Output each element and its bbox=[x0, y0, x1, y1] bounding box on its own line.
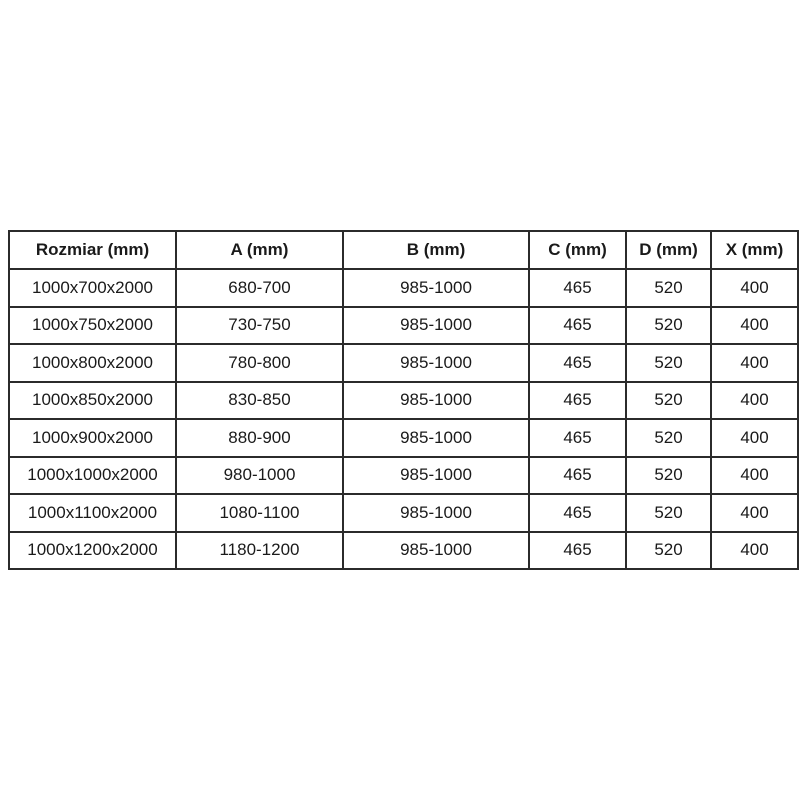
table-cell: 465 bbox=[528, 530, 627, 570]
table-cell: 465 bbox=[528, 493, 627, 533]
table-cell: 985-1000 bbox=[342, 530, 530, 570]
table-cell: 520 bbox=[625, 530, 712, 570]
table-header-row: Rozmiar (mm) A (mm) B (mm) C (mm) D (mm) X (m… bbox=[8, 230, 799, 270]
column-header: A (mm) bbox=[175, 230, 344, 270]
table-cell: 400 bbox=[710, 493, 799, 533]
table-cell: 730-750 bbox=[175, 305, 344, 345]
table-cell: 400 bbox=[710, 268, 799, 308]
table-cell: 400 bbox=[710, 455, 799, 495]
table-cell: 520 bbox=[625, 343, 712, 383]
table-cell: 985-1000 bbox=[342, 380, 530, 420]
table-cell: 520 bbox=[625, 268, 712, 308]
table-row: 1000x850x2000 830-850 985-1000 465 520 400 bbox=[8, 380, 799, 420]
table-cell: 1180-1200 bbox=[175, 530, 344, 570]
column-header: B (mm) bbox=[342, 230, 530, 270]
table-cell: 520 bbox=[625, 493, 712, 533]
table-cell: 985-1000 bbox=[342, 493, 530, 533]
column-header: C (mm) bbox=[528, 230, 627, 270]
table-row: 1000x750x2000 730-750 985-1000 465 520 400 bbox=[8, 305, 799, 345]
table-row: 1000x700x2000 680-700 985-1000 465 520 400 bbox=[8, 268, 799, 308]
table-cell: 1000x1200x2000 bbox=[8, 530, 177, 570]
table-cell: 400 bbox=[710, 418, 799, 458]
table-cell: 400 bbox=[710, 305, 799, 345]
column-header: D (mm) bbox=[625, 230, 712, 270]
table-cell: 400 bbox=[710, 530, 799, 570]
table-cell: 1000x850x2000 bbox=[8, 380, 177, 420]
table-cell: 1000x1000x2000 bbox=[8, 455, 177, 495]
table-cell: 400 bbox=[710, 343, 799, 383]
table-head: Rozmiar (mm) A (mm) B (mm) C (mm) D (mm) X (m… bbox=[8, 230, 799, 270]
table-cell: 780-800 bbox=[175, 343, 344, 383]
table-row: 1000x900x2000 880-900 985-1000 465 520 400 bbox=[8, 418, 799, 458]
table-cell: 980-1000 bbox=[175, 455, 344, 495]
table-cell: 465 bbox=[528, 380, 627, 420]
table-cell: 465 bbox=[528, 418, 627, 458]
table-cell: 880-900 bbox=[175, 418, 344, 458]
table-cell: 520 bbox=[625, 418, 712, 458]
column-header: X (mm) bbox=[710, 230, 799, 270]
table-cell: 465 bbox=[528, 268, 627, 308]
table-cell: 465 bbox=[528, 455, 627, 495]
table-cell: 1000x750x2000 bbox=[8, 305, 177, 345]
table-row: 1000x1000x2000 980-1000 985-1000 465 520 400 bbox=[8, 455, 799, 495]
table-cell: 1000x900x2000 bbox=[8, 418, 177, 458]
table-cell: 830-850 bbox=[175, 380, 344, 420]
table-cell: 1000x800x2000 bbox=[8, 343, 177, 383]
table-cell: 680-700 bbox=[175, 268, 344, 308]
column-header: Rozmiar (mm) bbox=[8, 230, 177, 270]
table-row: 1000x1200x2000 1180-1200 985-1000 465 520 400 bbox=[8, 530, 799, 570]
table-cell: 520 bbox=[625, 380, 712, 420]
table-cell: 985-1000 bbox=[342, 343, 530, 383]
table-cell: 465 bbox=[528, 305, 627, 345]
table-cell: 1080-1100 bbox=[175, 493, 344, 533]
table-cell: 465 bbox=[528, 343, 627, 383]
table-cell: 1000x700x2000 bbox=[8, 268, 177, 308]
table-cell: 985-1000 bbox=[342, 455, 530, 495]
table-cell: 520 bbox=[625, 305, 712, 345]
table-row: 1000x800x2000 780-800 985-1000 465 520 400 bbox=[8, 343, 799, 383]
table-cell: 520 bbox=[625, 455, 712, 495]
size-spec-table: Rozmiar (mm) A (mm) B (mm) C (mm) D (mm) X (m… bbox=[8, 230, 799, 570]
table-cell: 985-1000 bbox=[342, 305, 530, 345]
table-cell: 985-1000 bbox=[342, 268, 530, 308]
table-cell: 985-1000 bbox=[342, 418, 530, 458]
table-body: 1000x700x2000 680-700 985-1000 465 520 400 100… bbox=[8, 268, 799, 570]
table-row: 1000x1100x2000 1080-1100 985-1000 465 520 400 bbox=[8, 493, 799, 533]
table-cell: 400 bbox=[710, 380, 799, 420]
table-cell: 1000x1100x2000 bbox=[8, 493, 177, 533]
